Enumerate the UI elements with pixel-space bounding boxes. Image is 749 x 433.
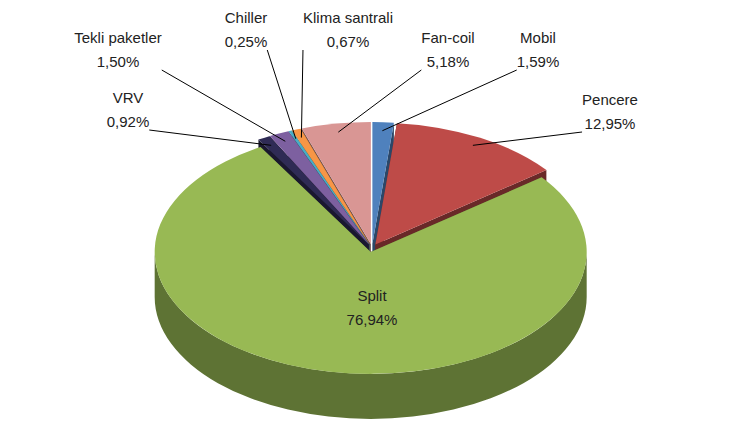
data-label: Pencere 12,95% <box>582 91 638 132</box>
slice-name: Pencere <box>582 91 638 108</box>
slice-name: Split <box>357 287 387 304</box>
data-label: Klima santrali 0,67% <box>303 9 393 50</box>
leader-line <box>267 50 296 139</box>
slice-name: Klima santrali <box>303 9 393 26</box>
data-label: Chiller 0,25% <box>225 9 268 50</box>
pie-slice <box>302 122 371 244</box>
data-label: Split 76,94% <box>347 287 398 328</box>
slice-value: 1,50% <box>97 53 140 70</box>
slice-name: Fan-coil <box>421 29 474 46</box>
slice-name: Tekli paketler <box>74 29 162 46</box>
data-label: Tekli paketler 1,50% <box>74 29 162 70</box>
chart: Mobil 1,59% Pencere 12,95% Split 76,94% VRV 0,9… <box>0 0 749 433</box>
data-labels: Mobil 1,59% Pencere 12,95% Split 76,94% VRV 0,9… <box>74 9 638 328</box>
slice-name: Mobil <box>520 29 556 46</box>
leader-line <box>338 70 421 132</box>
slice-value: 1,59% <box>517 53 560 70</box>
data-label: Fan-coil 5,18% <box>421 29 474 70</box>
slice-value: 0,67% <box>327 33 370 50</box>
pie <box>155 122 587 419</box>
leader-line <box>382 70 516 131</box>
leader-line <box>162 70 285 141</box>
slice-value: 0,25% <box>225 33 268 50</box>
data-label: VRV 0,92% <box>107 89 150 130</box>
slice-value: 0,92% <box>107 113 150 130</box>
slice-value: 12,95% <box>585 115 636 132</box>
slice-name: Chiller <box>225 9 268 26</box>
leader-line <box>301 50 303 138</box>
slice-value: 5,18% <box>427 53 470 70</box>
slice-value: 76,94% <box>347 311 398 328</box>
leader-line <box>149 130 271 145</box>
slice-name: VRV <box>113 89 144 106</box>
leader-line <box>473 132 582 145</box>
data-label: Mobil 1,59% <box>517 29 560 70</box>
